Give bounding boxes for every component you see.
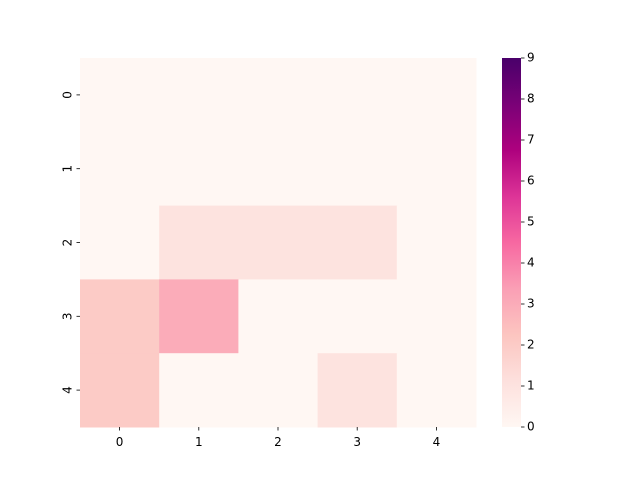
x-axis: 0 1 2 3 4	[116, 427, 440, 449]
colorbar-tick-label: 4	[527, 256, 535, 270]
colorbar: 0 1 2 3 4 5 6 7 8 9	[502, 51, 535, 434]
colorbar-tick-label: 0	[527, 420, 535, 434]
y-tick-label: 3	[61, 312, 75, 320]
x-tick-label: 4	[433, 435, 441, 449]
heatmap-cell-r3-c3	[317, 279, 398, 354]
y-axis: 0 1 2 3 4	[61, 91, 80, 394]
colorbar-tick-label: 2	[527, 338, 535, 352]
heatmap-cell-r1-c3	[317, 131, 398, 207]
colorbar-tick-label: 5	[527, 215, 535, 229]
x-tick-label: 2	[274, 435, 282, 449]
heatmap-cells	[80, 58, 477, 428]
heatmap-cell-r2-c1	[159, 205, 239, 280]
colorbar-gradient	[502, 58, 521, 427]
heatmap-cell-r3-c4	[396, 279, 477, 354]
colorbar-tick-label: 7	[527, 133, 535, 147]
heatmap-cell-r0-c1	[159, 58, 239, 133]
heatmap-cell-r2-c0	[80, 205, 160, 280]
y-tick-label: 0	[61, 91, 75, 99]
heatmap-cell-r4-c0	[80, 353, 160, 428]
heatmap-cell-r0-c2	[238, 58, 319, 133]
colorbar-tick-label: 3	[527, 297, 535, 311]
heatmap-cell-r3-c0	[80, 279, 160, 354]
heatmap-cell-r3-c2	[238, 279, 319, 354]
heatmap-cell-r3-c1	[159, 279, 239, 354]
x-tick-label: 1	[195, 435, 203, 449]
heatmap-cell-r4-c3	[317, 353, 398, 428]
heatmap-cell-r0-c4	[396, 58, 477, 133]
colorbar-tick-label: 6	[527, 174, 535, 188]
y-tick-label: 4	[61, 386, 75, 394]
heatmap-cell-r0-c3	[317, 58, 398, 133]
heatmap-cell-r4-c2	[238, 353, 319, 428]
heatmap-cell-r1-c1	[159, 131, 239, 207]
heatmap-cell-r4-c1	[159, 353, 239, 428]
heatmap-cell-r2-c4	[396, 205, 477, 280]
y-tick-label: 2	[61, 239, 75, 247]
heatmap-cell-r0-c0	[80, 58, 160, 133]
y-tick-label: 1	[61, 165, 75, 173]
colorbar-tick-label: 9	[527, 51, 535, 65]
colorbar-tick-label: 8	[527, 92, 535, 106]
heatmap-cell-r1-c2	[238, 131, 319, 207]
colorbar-tick-label: 1	[527, 379, 535, 393]
heatmap-cell-r1-c0	[80, 131, 160, 207]
heatmap-cell-r2-c2	[238, 205, 319, 280]
heatmap-cell-r1-c4	[396, 131, 477, 207]
x-tick-label: 3	[353, 435, 361, 449]
heatmap-cell-r2-c3	[317, 205, 398, 280]
x-tick-label: 0	[116, 435, 124, 449]
heatmap-cell-r4-c4	[396, 353, 477, 428]
colorbar-ticks: 0 1 2 3 4 5 6 7 8 9	[521, 51, 535, 434]
